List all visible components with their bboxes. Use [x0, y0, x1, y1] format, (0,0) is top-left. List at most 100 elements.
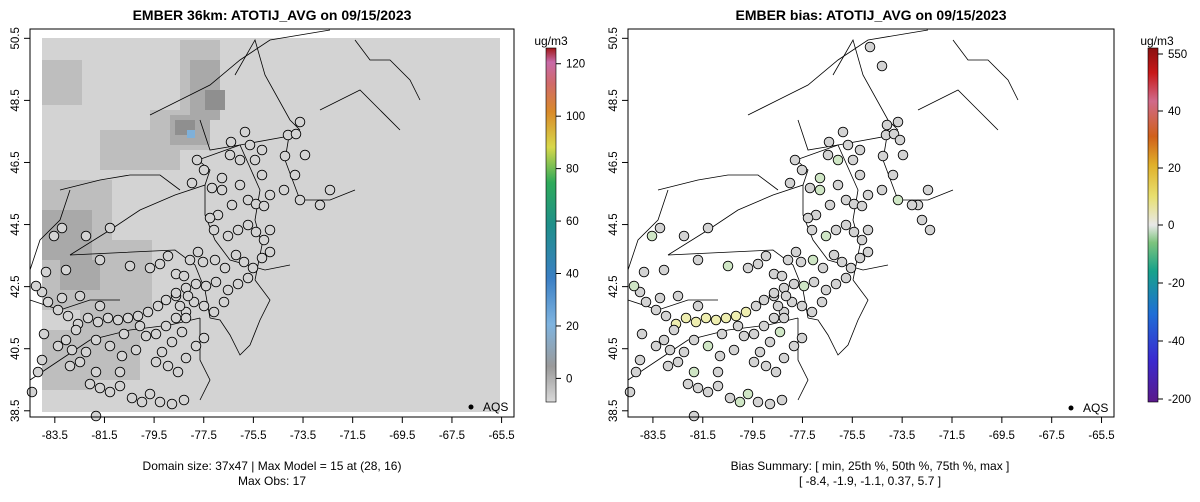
station-marker [216, 172, 228, 184]
station-bias-marker [760, 360, 772, 372]
station-bias-marker [646, 230, 658, 242]
station-bias-marker [688, 366, 700, 378]
station-bias-marker [864, 41, 876, 53]
station-bias-marker [906, 199, 918, 211]
station-marker [170, 287, 182, 299]
station-marker [154, 396, 166, 408]
station-marker [160, 320, 172, 332]
station-bias-marker [832, 154, 844, 166]
y-tick-label: 44.5 [608, 213, 620, 235]
station-marker [186, 177, 198, 189]
station-marker [122, 312, 134, 324]
station-marker [172, 366, 184, 378]
station-bias-marker [732, 320, 744, 332]
station-bias-marker [628, 280, 640, 292]
station-bias-marker [862, 246, 874, 258]
station-bias-marker [680, 312, 692, 324]
station-bias-marker [877, 150, 889, 162]
station-marker [64, 360, 76, 372]
station-marker [140, 330, 152, 342]
station-bias-marker [758, 294, 770, 306]
station-bias-marker [824, 199, 836, 211]
station-bias-marker [862, 189, 874, 201]
station-marker [112, 314, 124, 326]
station-bias-marker [772, 300, 784, 312]
station-bias-marker [672, 290, 684, 302]
station-marker [160, 294, 172, 306]
station-marker [74, 290, 86, 302]
station-marker [118, 328, 130, 340]
station-marker [190, 278, 202, 290]
station-bias-marker [854, 169, 866, 181]
x-tick-label: -65.5 [488, 430, 514, 442]
station-bias-marker [752, 258, 764, 270]
station-bias-marker [660, 310, 672, 322]
station-bias-marker [658, 334, 670, 346]
station-marker [80, 346, 92, 358]
station-bias-marker [636, 328, 648, 340]
y-tick-label: 44.5 [10, 213, 22, 235]
station-bias-marker [724, 392, 736, 404]
station-marker [218, 296, 230, 308]
station-bias-marker [734, 396, 746, 408]
station-marker [208, 306, 220, 318]
station-bias-marker [892, 116, 904, 128]
station-bias-marker [730, 310, 742, 322]
station-bias-marker [817, 262, 829, 274]
station-marker [234, 154, 246, 166]
station-marker [48, 230, 60, 242]
station-bias-marker [692, 300, 704, 312]
station-marker [26, 386, 38, 398]
station-bias-marker [768, 312, 780, 324]
plot-frame [627, 28, 1115, 418]
y-tick-label: 38.5 [608, 400, 620, 422]
station-marker [216, 184, 228, 196]
station-bias-marker [654, 292, 666, 304]
station-marker [264, 189, 276, 201]
station-marker [279, 150, 291, 162]
x-tick-label: -75.5 [240, 430, 266, 442]
station-bias-marker [664, 344, 676, 356]
station-marker [130, 344, 142, 356]
station-bias-marker [770, 366, 782, 378]
station-bias-marker [760, 250, 772, 262]
station-bias-marker [748, 328, 760, 340]
station-marker [192, 246, 204, 258]
station-bias-marker [795, 256, 807, 268]
station-bias-marker [700, 312, 712, 324]
colorbar-tick-label: 120 [566, 59, 585, 71]
station-bias-marker [658, 264, 670, 276]
station-marker [222, 284, 234, 296]
station-marker [238, 256, 250, 268]
station-marker [198, 300, 210, 312]
station-bias-marker [823, 136, 835, 148]
station-bias-marker [778, 312, 790, 324]
station-marker [154, 258, 166, 270]
station-bias-marker [897, 149, 909, 161]
station-marker [114, 366, 126, 378]
station-marker [90, 334, 102, 346]
bias-map-panel: EMBER bias: ATOTIJ_AVG on 09/15/2023 -83… [608, 7, 1191, 488]
station-bias-marker [702, 222, 714, 234]
station-marker [150, 328, 162, 340]
station-bias-marker [854, 252, 866, 264]
station-marker [256, 169, 268, 181]
map-title: EMBER bias: ATOTIJ_AVG on 09/15/2023 [735, 7, 1006, 23]
colorbar-unit: ug/m3 [534, 34, 568, 48]
station-marker [299, 149, 311, 161]
station-bias-marker [776, 394, 788, 406]
colorbar-tick-label: 80 [566, 164, 579, 176]
station-marker [250, 226, 262, 238]
station-bias-marker [798, 280, 810, 292]
y-tick-label: 40.5 [608, 338, 620, 360]
x-axis: -83.5 -81.5 -79.5 -77.5 -75.5 -73.5 -71.5 -69.5… [640, 417, 1115, 442]
station-bias-marker [922, 184, 934, 196]
station-bias-marker [876, 60, 888, 72]
station-bias-marker [638, 266, 650, 278]
x-tick-label: -81.5 [690, 430, 716, 442]
station-bias-marker [640, 296, 652, 308]
station-marker [256, 252, 268, 264]
aqs-legend-label: AQS [1083, 401, 1108, 415]
colorbar [1147, 47, 1159, 403]
station-bias-marker [847, 154, 859, 166]
